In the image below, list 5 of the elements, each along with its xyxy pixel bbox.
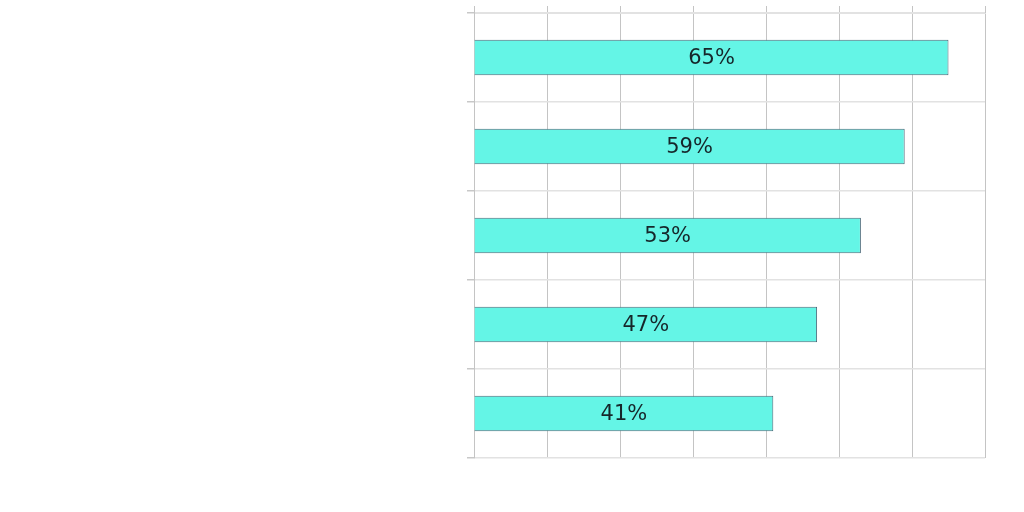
data-label: 53% [644, 222, 692, 247]
data-label: 41% [600, 400, 648, 425]
data-label: 65% [688, 44, 735, 69]
data-label: 47% [622, 311, 670, 336]
data-label: 59% [666, 133, 713, 158]
